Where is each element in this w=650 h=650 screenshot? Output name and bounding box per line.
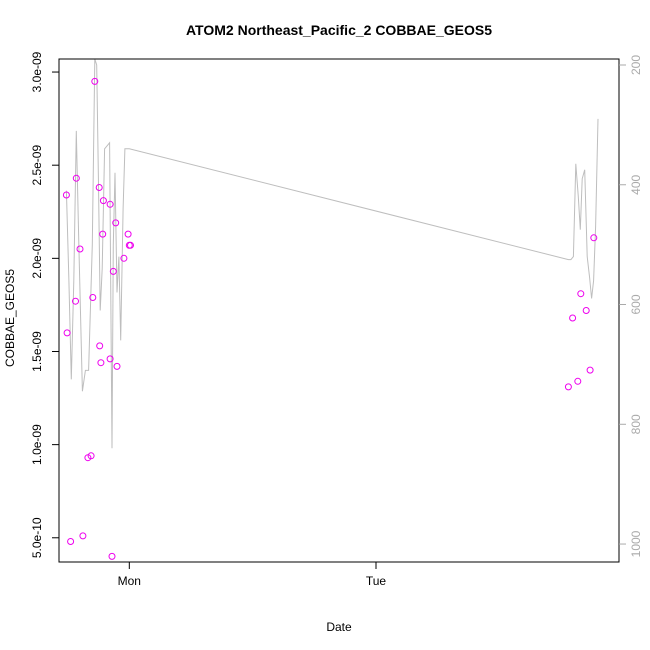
x-tick-label: Tue <box>366 574 387 588</box>
y2-tick-label: 1000 <box>629 530 643 557</box>
data-point <box>63 329 71 337</box>
data-point <box>106 355 114 363</box>
data-point <box>569 314 577 322</box>
y-tick-label: 2.5e-09 <box>30 145 44 186</box>
chart-title: ATOM2 Northeast_Pacific_2 COBBAE_GEOS5 <box>186 22 492 38</box>
data-point <box>62 191 70 199</box>
data-point <box>106 200 114 208</box>
data-point <box>124 230 132 238</box>
y-axis-label: COBBAE_GEOS5 <box>3 269 17 367</box>
data-point <box>582 307 590 314</box>
data-point <box>120 254 128 262</box>
plot-frame <box>58 58 620 563</box>
data-point <box>95 184 103 191</box>
data-point <box>76 245 84 253</box>
data-point <box>113 362 121 370</box>
y-tick-label: 1.5e-09 <box>30 331 44 372</box>
series-line <box>65 59 599 449</box>
data-point <box>590 234 598 242</box>
y2-tick-label: 600 <box>629 294 643 314</box>
data-point <box>112 219 120 227</box>
x-tick-label: Mon <box>118 574 141 588</box>
data-point <box>108 552 116 560</box>
y-tick-label: 1.0e-09 <box>30 424 44 465</box>
y2-tick-label: 400 <box>629 174 643 194</box>
y-axis: 5.0e-10 1.0e-09 1.5e-09 2.0e-09 2.5e-09 3.0e-… <box>30 51 59 558</box>
y-tick-label: 2.0e-09 <box>30 238 44 279</box>
data-point <box>87 452 95 460</box>
data-point <box>97 359 105 367</box>
data-point <box>72 174 80 182</box>
data-point <box>91 77 99 85</box>
data-point <box>99 230 107 238</box>
data-point <box>577 290 585 298</box>
y2-tick-label: 800 <box>629 414 643 434</box>
data-point <box>96 342 104 350</box>
data-point <box>574 377 582 385</box>
data-point <box>127 241 134 249</box>
data-point <box>72 297 79 305</box>
x-axis: Mon Tue <box>118 561 387 588</box>
data-point <box>99 197 107 205</box>
y2-tick-label: 200 <box>629 55 643 75</box>
data-point <box>109 267 117 275</box>
x-axis-label: Date <box>326 620 352 634</box>
secondary-y-axis: 200 400 600 800 1000 <box>619 55 643 557</box>
y-tick-label: 3.0e-09 <box>30 51 44 92</box>
data-point <box>79 532 87 540</box>
data-point <box>586 366 594 374</box>
data-point <box>89 294 97 301</box>
data-point <box>67 538 75 545</box>
y-tick-label: 5.0e-10 <box>30 517 44 558</box>
data-point <box>564 383 572 391</box>
